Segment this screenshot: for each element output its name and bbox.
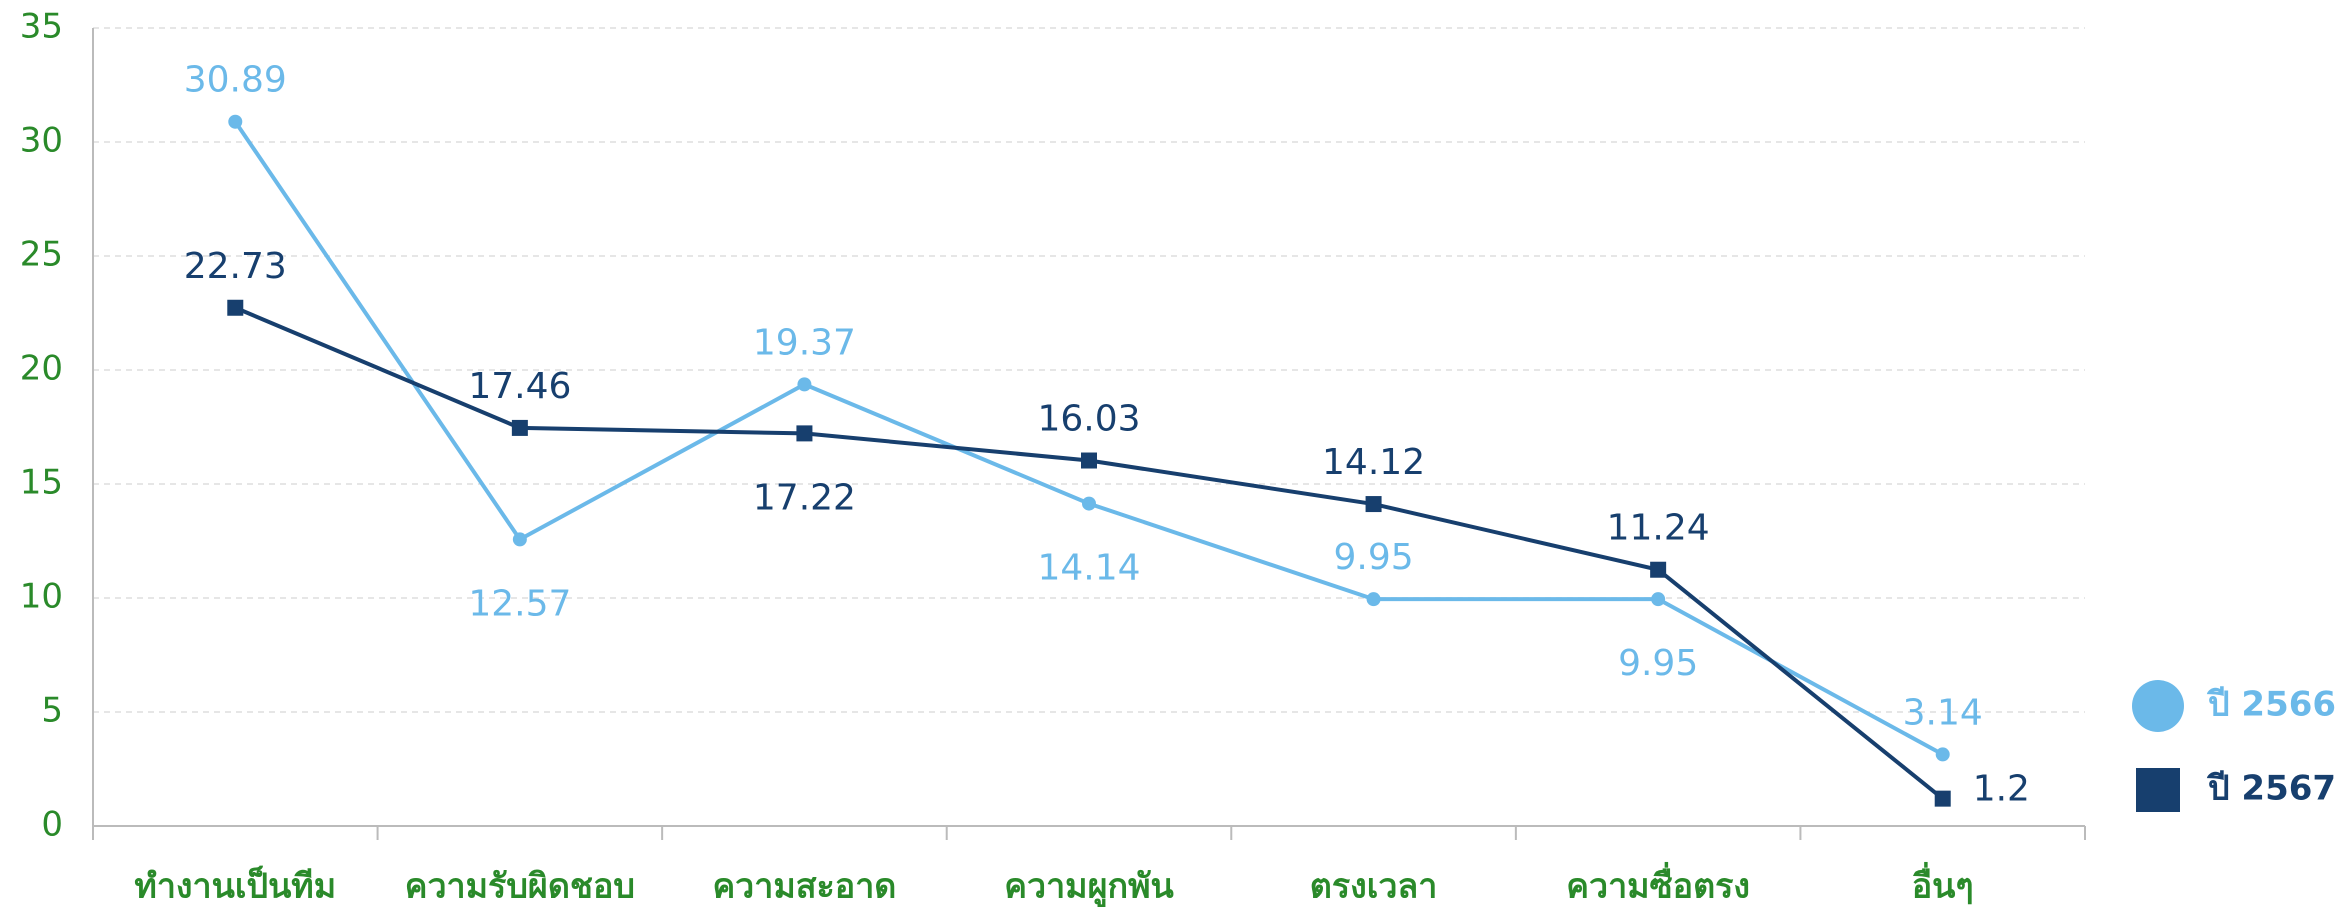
- point: [511, 419, 528, 436]
- x-tick-label: อื่นๆ: [1912, 862, 1974, 907]
- data-label: 1.2: [1973, 769, 2030, 810]
- x-tick-label: ความสะอาด: [712, 867, 896, 907]
- point: [512, 532, 527, 547]
- data-label: 11.24: [1607, 508, 1710, 549]
- y-tick-label: 15: [20, 463, 63, 503]
- data-label: 12.57: [468, 583, 571, 624]
- point: [1651, 592, 1666, 607]
- point: [228, 114, 243, 129]
- point: [797, 377, 812, 392]
- x-tick-label: ทำงานเป็นทีม: [134, 865, 336, 907]
- data-label: 14.14: [1037, 548, 1140, 589]
- y-tick-label: 25: [20, 235, 63, 275]
- legend-label: ปี 2567: [2206, 769, 2336, 809]
- point: [1934, 790, 1951, 807]
- point: [1935, 747, 1950, 762]
- data-label: 30.89: [184, 60, 287, 101]
- data-label: 9.95: [1333, 537, 1413, 578]
- data-label: 17.22: [753, 477, 856, 518]
- y-tick-label: 10: [20, 577, 63, 617]
- x-tick-label: ความซื่อตรง: [1566, 862, 1750, 907]
- y-tick-label: 5: [41, 691, 63, 731]
- x-tick-label: ความผูกพัน: [1004, 867, 1174, 907]
- legend-marker: [2132, 680, 2184, 732]
- point: [1081, 452, 1097, 469]
- legend-label: ปี 2566: [2206, 685, 2336, 725]
- data-label: 17.46: [468, 366, 571, 407]
- y-tick-label: 0: [41, 805, 63, 845]
- data-label: 9.95: [1618, 643, 1698, 684]
- point: [227, 299, 244, 316]
- point: [796, 425, 813, 442]
- data-label: 16.03: [1037, 399, 1140, 440]
- legend-marker: [2136, 768, 2180, 812]
- point: [1365, 496, 1382, 513]
- y-tick-label: 30: [20, 121, 63, 161]
- data-label: 19.37: [753, 322, 856, 363]
- x-tick-label: ตรงเวลา: [1310, 867, 1438, 907]
- data-label: 3.14: [1903, 692, 1983, 733]
- data-label: 14.12: [1322, 442, 1425, 483]
- point: [1650, 561, 1667, 578]
- data-label: 22.73: [184, 246, 287, 287]
- point: [1366, 592, 1381, 607]
- x-tick-label: ความรับผิดชอบ: [405, 867, 635, 907]
- y-tick-label: 20: [20, 349, 63, 389]
- y-tick-label: 35: [20, 7, 63, 47]
- point: [1082, 496, 1096, 511]
